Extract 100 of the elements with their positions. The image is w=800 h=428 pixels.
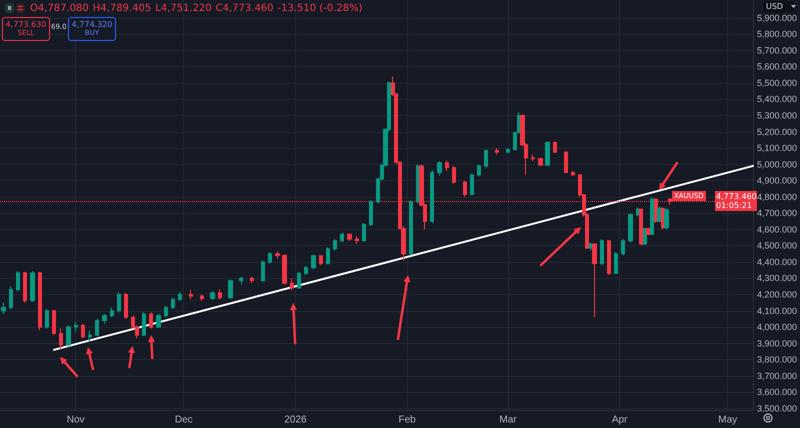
y-tick-label: 3,700.000 (756, 370, 798, 381)
x-tick-label: 2026 (284, 414, 307, 426)
y-tick-label: 4,800.000 (756, 192, 798, 202)
candlestick (495, 148, 499, 156)
candlestick (95, 318, 99, 338)
y-tick-label: 4,600.000 (756, 224, 798, 234)
ref-line-label: 4,773.460 (716, 192, 757, 202)
candlestick (452, 165, 456, 184)
candlestick (564, 150, 568, 174)
candlestick (326, 246, 330, 265)
y-tick-label: 5,700.000 (756, 45, 798, 56)
candlestick (228, 279, 233, 300)
y-tick-label: 4,400.000 (756, 256, 798, 267)
annotation: 01:05:21 (716, 201, 753, 210)
annotation: O4,787.080 (30, 3, 89, 14)
annotation: L4,751.220 (155, 3, 212, 14)
candlestick (592, 242, 597, 318)
candlestick (178, 292, 182, 302)
candlestick (45, 308, 49, 330)
y-tick-label: 4,500.000 (756, 240, 798, 251)
candlestick (9, 286, 13, 310)
x-tick-label: Apr (612, 414, 628, 426)
candlestick (607, 239, 611, 276)
candlestick (621, 238, 625, 256)
candlestick (171, 297, 175, 310)
y-tick-label: 5,500.000 (756, 78, 798, 88)
candlestick (311, 254, 316, 270)
candlestick (66, 324, 71, 348)
candlestick (430, 170, 434, 224)
y-tick-label: 3,600.000 (756, 387, 798, 398)
y-tick-label: 5,400.000 (756, 94, 798, 104)
candlestick (74, 322, 78, 332)
candlestick (437, 160, 442, 176)
candlestick (369, 200, 373, 227)
candlestick (110, 307, 114, 318)
candlestick (571, 170, 575, 176)
y-tick-label: 5,800.000 (756, 29, 798, 40)
y-tick-label: 3,500.000 (756, 403, 798, 414)
candlestick (614, 252, 618, 275)
candlestick (261, 260, 265, 282)
candlestick (600, 238, 604, 266)
candlestick (333, 238, 337, 252)
candlestick (340, 232, 344, 243)
candlestick (16, 270, 20, 292)
candlestick (484, 149, 488, 168)
candlestick (664, 208, 669, 230)
text: USD (763, 1, 794, 12)
candlestick (102, 314, 107, 324)
y-tick-label: 4,200.000 (756, 289, 798, 300)
candlestick (1, 302, 6, 315)
candlestick (268, 252, 272, 264)
annotation: -13.510 (-0.28%) (278, 3, 363, 14)
candlestick (477, 164, 481, 178)
candlestick (657, 206, 661, 223)
candlestick (149, 312, 153, 330)
candlestick (124, 292, 128, 320)
candlestick (81, 323, 85, 339)
candlestick (275, 250, 280, 260)
annotation: H4,789.405 (92, 3, 152, 14)
candlestick (218, 289, 222, 300)
candlestick (52, 309, 56, 336)
candlestick (189, 289, 193, 300)
candlestick (38, 271, 42, 331)
x-tick-label: Mar (499, 414, 518, 426)
y-tick-label: 3,900.000 (756, 338, 798, 348)
candlestick (538, 157, 543, 166)
x-tick-label: Feb (398, 414, 416, 426)
y-tick-label: 3,800.000 (756, 354, 798, 365)
y-tick-label: 5,900.000 (756, 12, 798, 23)
candlestick (200, 294, 204, 302)
candlestick (304, 266, 308, 276)
y-tick-label: 5,600.000 (756, 62, 798, 72)
candlestick (290, 278, 294, 291)
candlestick (239, 276, 243, 286)
x-tick-label: Dec (174, 414, 193, 426)
y-tick-label: 4,100.000 (756, 306, 798, 316)
candlestick (650, 197, 654, 236)
candlestick (355, 235, 359, 245)
candlestick (347, 232, 352, 242)
candlestick (156, 314, 161, 328)
candlestick (210, 290, 215, 301)
annotation: C4,773.460 (216, 3, 274, 14)
candlestick (164, 305, 168, 318)
candlestick (30, 270, 35, 302)
candlestick (531, 154, 535, 162)
candlestick (250, 276, 254, 284)
candlestick (463, 180, 467, 198)
candlestick (23, 271, 27, 304)
y-tick-label: 4,300.000 (756, 273, 798, 284)
candlestick (445, 160, 449, 172)
candlestick (297, 271, 301, 290)
candlestick (643, 227, 647, 246)
candlestick (545, 141, 550, 166)
y-tick-label: 4,700.000 (756, 208, 798, 218)
candlestick (628, 212, 633, 243)
y-tick-label: 4,900.000 (756, 176, 798, 186)
candlestick (506, 148, 510, 154)
y-tick-label: 5,000.000 (756, 159, 798, 170)
candlestick (362, 222, 366, 242)
y-tick-label: 5,200.000 (756, 126, 798, 137)
